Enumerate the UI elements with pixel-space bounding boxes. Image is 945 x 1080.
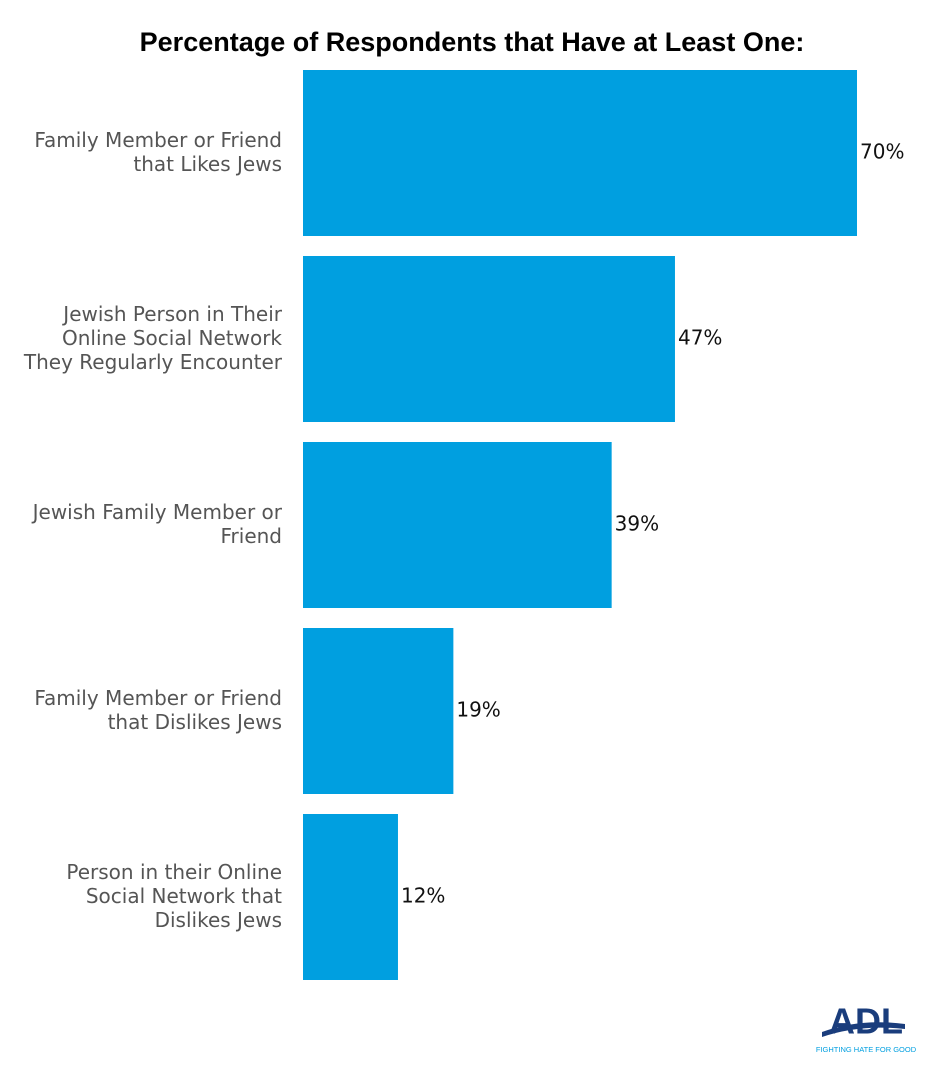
chart-title: Percentage of Respondents that Have at L… — [140, 27, 805, 57]
bar — [303, 70, 857, 236]
bar — [303, 442, 612, 608]
bar — [303, 814, 398, 980]
category-label-line: Dislikes Jews — [155, 908, 282, 932]
bar — [303, 628, 454, 794]
category-label-line: that Likes Jews — [133, 152, 282, 176]
value-label: 19% — [456, 698, 500, 722]
category-label: Jewish Person in Their Online Social Netw… — [23, 302, 283, 374]
value-label: 47% — [678, 326, 722, 350]
logo-tagline: FIGHTING HATE FOR GOOD — [816, 1045, 917, 1054]
category-label-line: Jewish Family Member or — [31, 500, 283, 524]
category-label: Family Member or Friend that Dislikes Jew… — [34, 686, 282, 734]
value-label: 70% — [860, 140, 904, 164]
category-label-line: Social Network that — [86, 884, 282, 908]
logo: ADL FIGHTING HATE FOR GOOD — [816, 1001, 917, 1054]
bar — [303, 256, 675, 422]
category-label-line: Jewish Person in Their — [61, 302, 282, 326]
category-label: Jewish Family Member or Friend — [31, 500, 283, 548]
value-label: 12% — [401, 884, 445, 908]
category-label-line: Friend — [220, 524, 282, 548]
category-label: Family Member or Friend that Likes Jews — [34, 128, 282, 176]
category-label-line: Person in their Online — [66, 860, 282, 884]
category-label: Person in their Online Social Network tha… — [66, 860, 282, 932]
category-label-line: Online Social Network — [62, 326, 282, 350]
category-label-line: Family Member or Friend — [34, 128, 282, 152]
logo-swoosh — [822, 1022, 905, 1037]
category-label-line: They Regularly Encounter — [23, 350, 283, 374]
logo-name: ADL — [829, 1001, 903, 1042]
category-label-line: that Dislikes Jews — [108, 710, 282, 734]
value-label: 39% — [615, 512, 659, 536]
category-label-line: Family Member or Friend — [34, 686, 282, 710]
